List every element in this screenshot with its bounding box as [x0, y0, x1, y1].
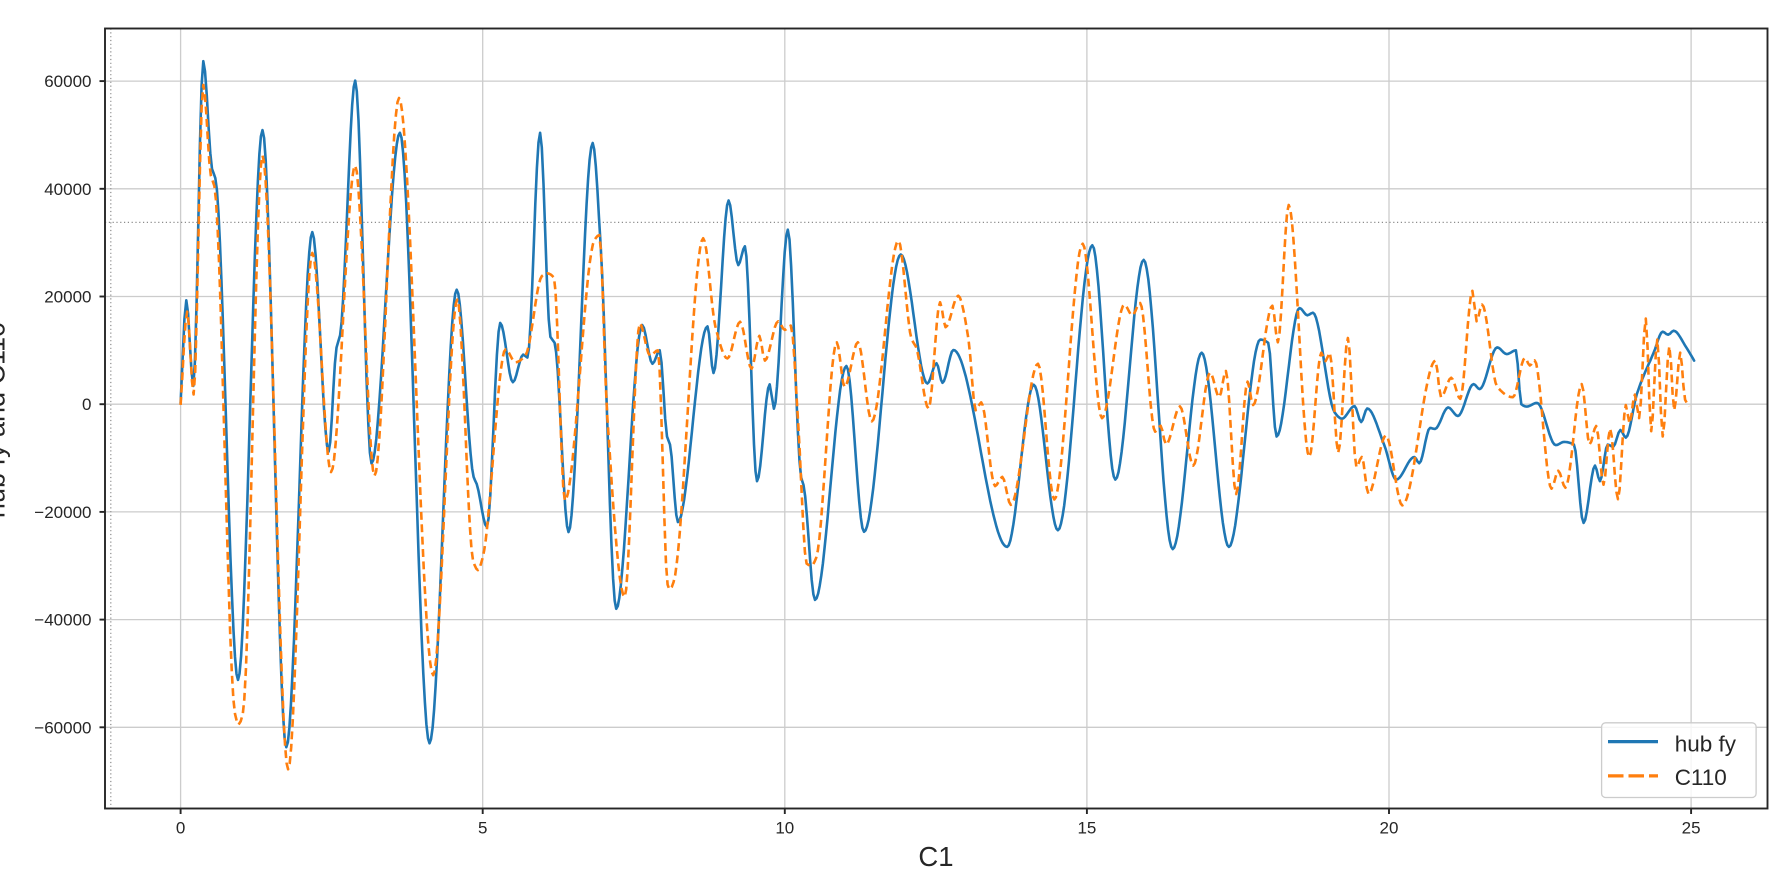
svg-text:0: 0: [176, 819, 185, 838]
svg-text:hub fy: hub fy: [1675, 732, 1737, 757]
svg-text:40000: 40000: [44, 180, 91, 199]
svg-text:0: 0: [82, 395, 91, 414]
svg-text:25: 25: [1682, 819, 1701, 838]
svg-text:−40000: −40000: [34, 611, 91, 630]
svg-text:C110: C110: [1675, 765, 1727, 790]
svg-text:20000: 20000: [44, 288, 91, 307]
svg-text:20: 20: [1380, 819, 1399, 838]
svg-text:10: 10: [775, 819, 794, 838]
svg-text:60000: 60000: [44, 72, 91, 91]
svg-text:C1: C1: [918, 841, 953, 872]
svg-text:−20000: −20000: [34, 503, 91, 522]
svg-text:15: 15: [1077, 819, 1096, 838]
svg-text:−60000: −60000: [34, 718, 91, 737]
svg-text:hub fy and C110: hub fy and C110: [0, 322, 11, 518]
svg-text:5: 5: [478, 819, 487, 838]
